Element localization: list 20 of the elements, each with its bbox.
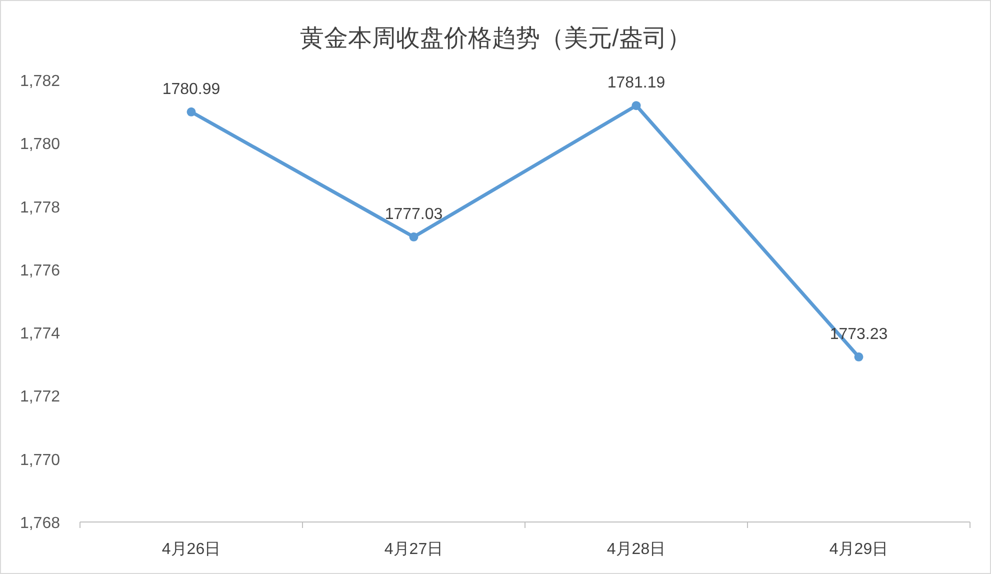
point [186,107,196,116]
data-label: 1777.03 [384,206,443,223]
x-tick-label: 4月29日 [829,541,888,558]
y-tick-label: 1,776 [20,262,60,280]
chart-title: 黄金本周收盘价格趋势（美元/盎司） [300,25,691,52]
point [632,101,641,110]
x-tick-label: 4月28日 [606,541,666,558]
point [409,232,418,242]
data-label: 1780.99 [162,80,220,98]
y-tick-label: 1,770 [20,452,60,469]
y-tick-label: 1,780 [20,136,60,154]
data-label: 1781.19 [607,74,666,92]
y-tick-label: 1,768 [20,515,60,532]
x-tick-label: 4月27日 [384,541,444,558]
y-tick-label: 1,778 [20,199,60,216]
y-tick-label: 1,772 [20,388,60,406]
x-tick-label: 4月26日 [162,541,221,558]
point [854,352,864,362]
y-tick-label: 1,782 [20,73,60,90]
y-tick-label: 1,774 [20,326,60,343]
